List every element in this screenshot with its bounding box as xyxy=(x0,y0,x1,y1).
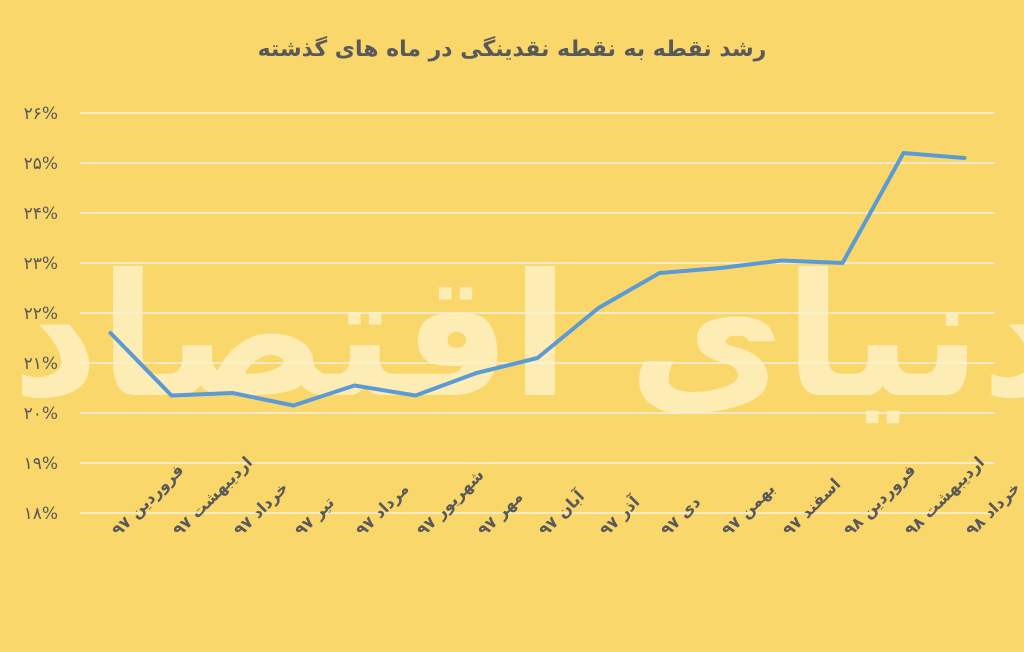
watermark-text: دنیای اقتصاد xyxy=(12,238,1024,436)
x-tick-label: اسفند ۹۷ xyxy=(779,474,844,539)
x-tick-label: مرداد ۹۷ xyxy=(352,479,413,540)
y-tick-label: ۲۵% xyxy=(24,154,58,174)
series-line xyxy=(108,151,967,408)
y-axis-ticks: ۱۸% ۱۹% ۲۰% ۲۱% ۲۲% ۲۳% ۲۴% ۲۵% ۲۶% xyxy=(24,104,58,524)
x-tick-label: دی ۹۷ xyxy=(657,492,704,539)
x-tick-label: آذر ۹۷ xyxy=(595,491,643,539)
y-tick-label: ۲۱% xyxy=(24,354,58,374)
watermark-logo: دنیای اقتصاد xyxy=(12,238,1024,436)
y-tick-label: ۲۲% xyxy=(24,304,58,324)
x-tick-label: خرداد ۹۷ xyxy=(230,478,292,540)
x-tick-label: بهمن ۹۷ xyxy=(718,479,779,540)
y-tick-label: ۲۰% xyxy=(24,404,58,424)
y-tick-label: ۱۹% xyxy=(24,454,58,474)
y-tick-label: ۲۴% xyxy=(24,204,58,224)
y-tick-label: ۱۸% xyxy=(24,504,58,524)
y-tick-label: ۲۳% xyxy=(24,254,58,274)
chart-title: رشد نقطه به نقطه نقدینگی در ماه های گذشت… xyxy=(258,35,767,62)
x-tick-label: خرداد ۹۸ xyxy=(962,478,1024,540)
y-tick-label: ۲۶% xyxy=(24,104,58,124)
series-layer xyxy=(108,151,967,408)
x-tick-label: تیر ۹۷ xyxy=(291,493,338,540)
grid xyxy=(80,112,995,514)
